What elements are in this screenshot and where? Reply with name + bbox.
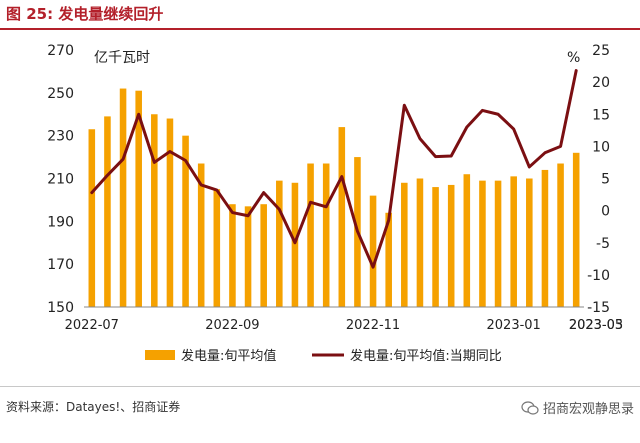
- bar: [182, 135, 189, 307]
- bar: [338, 127, 346, 307]
- bar: [213, 189, 221, 307]
- watermark: 招商宏观静思录: [521, 398, 634, 417]
- bar: [463, 174, 471, 307]
- bar: [510, 176, 517, 307]
- x-tick-label: 2022-11: [346, 318, 400, 333]
- bar: [526, 178, 533, 307]
- source-note: 资料来源：Datayes!、招商证券: [6, 400, 181, 414]
- x-tick-label: 2022-07: [65, 318, 119, 333]
- bar: [307, 163, 314, 307]
- bar: [369, 195, 377, 307]
- bar: [197, 163, 205, 307]
- right-tick-label: 15: [592, 107, 610, 123]
- bar: [572, 152, 580, 307]
- left-tick-label: 190: [47, 214, 74, 230]
- bar: [432, 187, 439, 307]
- chart-legend: 发电量:旬平均值 发电量:旬平均值:当期同比: [145, 348, 502, 364]
- bar: [416, 178, 424, 307]
- bar: [229, 204, 236, 307]
- right-tick-label: 20: [592, 75, 610, 91]
- x-tick-label: 2023-03: [569, 318, 623, 333]
- left-tick-label: 150: [47, 300, 74, 316]
- right-tick-label: -5: [596, 236, 610, 252]
- right-tick-label: -10: [587, 268, 610, 284]
- electricity-generation-chart: 150 170 190 210 230 250 270 -15 -10 -5 0 5 10 15 20 25…: [47, 43, 623, 364]
- bar: [291, 182, 299, 307]
- bar: [401, 182, 408, 307]
- bar: [166, 118, 174, 307]
- bar: [135, 90, 142, 307]
- bar: [322, 163, 330, 307]
- bar: [479, 180, 486, 307]
- bar: [557, 163, 564, 307]
- legend-bar-swatch: [145, 350, 175, 360]
- right-tick-label: 0: [601, 204, 610, 220]
- x-tick-label: 2022-09: [205, 318, 259, 333]
- left-tick-label: 230: [47, 129, 74, 145]
- wechat-icon: [521, 400, 539, 415]
- source-divider: [0, 386, 640, 387]
- bar: [494, 180, 502, 307]
- left-tick-label: 250: [47, 86, 74, 102]
- x-tick-label: 2023-01: [487, 318, 541, 333]
- figure-title: 图 25: 发电量继续回升: [6, 5, 164, 23]
- bar: [88, 129, 96, 307]
- bar: [119, 88, 127, 307]
- right-tick-label: 5: [601, 172, 610, 188]
- bar: [260, 204, 267, 307]
- right-axis-unit: %: [567, 50, 580, 66]
- bar: [541, 169, 549, 307]
- right-tick-label: 10: [592, 139, 610, 155]
- bar: [447, 184, 455, 307]
- legend-bar-label: 发电量:旬平均值: [181, 348, 276, 364]
- legend-line-label: 发电量:旬平均值:当期同比: [350, 348, 502, 364]
- bar: [276, 180, 283, 307]
- left-tick-label: 270: [47, 43, 74, 59]
- x-tick-label: 2023-05: [569, 318, 623, 333]
- left-tick-label: 210: [47, 172, 74, 188]
- right-tick-label: -15: [587, 300, 610, 316]
- yoy-line: [90, 69, 578, 269]
- right-tick-label: 25: [592, 43, 610, 59]
- bar: [385, 212, 392, 307]
- left-tick-label: 170: [47, 257, 74, 273]
- bar: [244, 206, 252, 307]
- bar: [104, 116, 111, 307]
- watermark-text: 招商宏观静思录: [542, 402, 634, 417]
- left-axis-unit: 亿千瓦时: [94, 50, 150, 66]
- bar: [151, 114, 158, 307]
- title-divider: [0, 28, 640, 30]
